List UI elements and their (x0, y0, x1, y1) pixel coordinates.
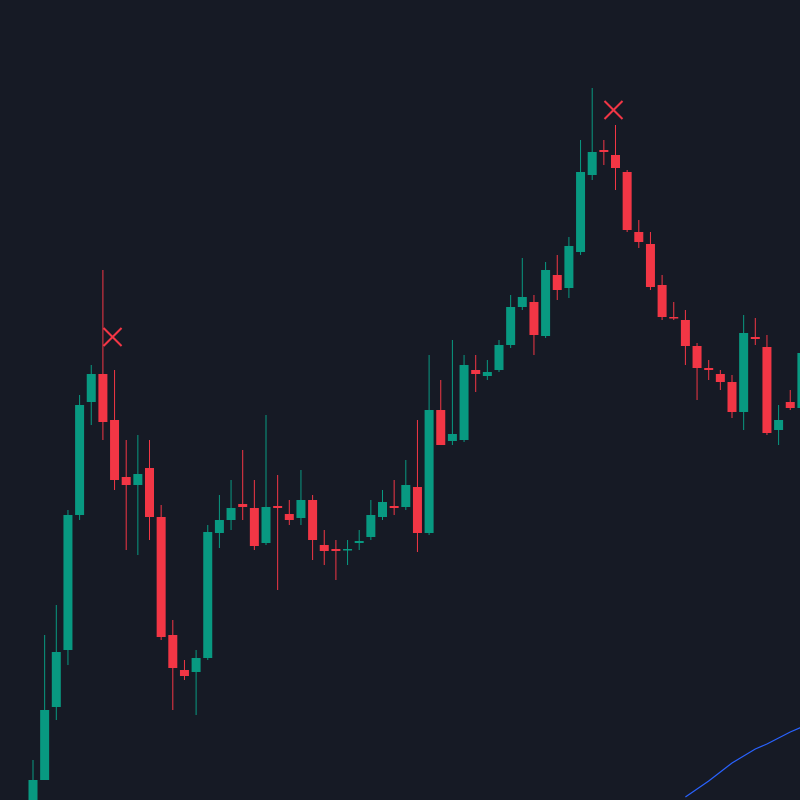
candle-body (750, 337, 760, 339)
candle-body (133, 474, 143, 485)
candle-body (739, 333, 749, 412)
candle-body (762, 347, 772, 433)
candle-body (319, 545, 329, 551)
candle-body (86, 374, 96, 402)
candle-body (203, 532, 213, 658)
moving-average-line (685, 727, 800, 798)
candle-body (576, 172, 586, 252)
candle-body (471, 370, 481, 374)
candle-body (564, 246, 574, 288)
candle-body (156, 517, 166, 637)
candle-body (75, 405, 85, 515)
candle-body (168, 635, 178, 668)
signal-cross (603, 100, 624, 120)
candle-body (331, 549, 341, 551)
candle-body (704, 368, 714, 370)
candle-body (447, 434, 457, 441)
candle-body (692, 346, 702, 368)
candle-body (715, 374, 725, 382)
candle-body (506, 307, 516, 345)
candle-body (424, 410, 434, 533)
candle-body (40, 710, 50, 780)
candle-body (145, 468, 154, 517)
candle-body (343, 549, 353, 551)
candle-body (226, 508, 236, 520)
candle-body (63, 515, 73, 650)
candle-body (529, 302, 539, 335)
candle-body (366, 515, 376, 537)
candle-body (389, 506, 399, 508)
candle-body (436, 410, 446, 445)
candle-body (785, 402, 795, 408)
candle-body (517, 297, 527, 307)
candle-body (645, 244, 655, 287)
candle-body (249, 508, 259, 546)
candle-body (727, 382, 737, 412)
candle-body (238, 504, 248, 507)
candle-body (459, 365, 469, 440)
candle-body (494, 345, 504, 370)
candle-body (587, 152, 597, 175)
candle-body (482, 372, 492, 376)
candle-body (541, 270, 551, 336)
candle-body (261, 507, 271, 543)
candle-body (611, 155, 620, 168)
candle-body (354, 541, 364, 543)
candle-body (273, 506, 283, 508)
candle-body (296, 500, 306, 518)
candle-body (680, 320, 690, 346)
candle-body (552, 275, 562, 290)
candle-body (797, 353, 800, 408)
candle-body (121, 477, 131, 485)
candle-body (774, 420, 784, 430)
candle-body (401, 485, 411, 507)
candle-body (669, 317, 679, 319)
signal-cross (102, 327, 123, 347)
candle-body (378, 502, 387, 517)
candle-body (412, 487, 422, 533)
candle-body (51, 652, 61, 707)
candle-body (657, 285, 667, 317)
candle-body (98, 374, 108, 422)
candle-body (284, 514, 294, 520)
candle-body (214, 520, 224, 533)
candle-body (634, 232, 644, 242)
candle-body (179, 670, 189, 676)
candle-body (191, 658, 201, 672)
candle-body (622, 172, 632, 230)
candle-body (599, 150, 609, 152)
candle-body (28, 780, 38, 800)
candle-body (308, 500, 318, 540)
candle-body (110, 420, 120, 480)
